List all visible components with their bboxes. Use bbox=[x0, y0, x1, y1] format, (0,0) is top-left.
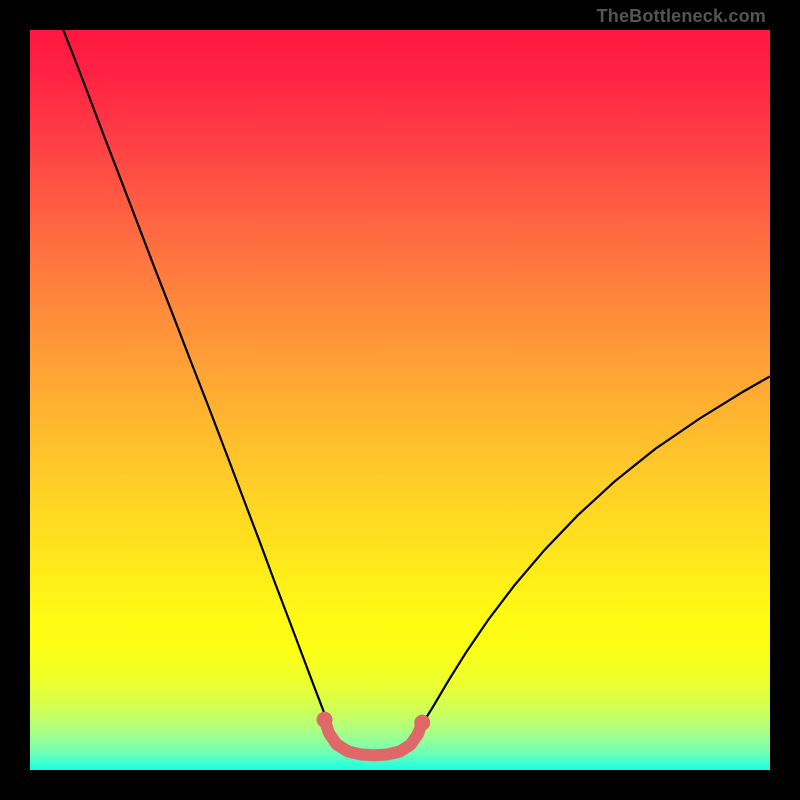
watermark-text: TheBottleneck.com bbox=[597, 6, 766, 27]
plot-area bbox=[30, 30, 770, 770]
gradient-background bbox=[30, 30, 770, 770]
chart-frame: TheBottleneck.com bbox=[0, 0, 800, 800]
plot-svg bbox=[30, 30, 770, 770]
bracket-end-dot-right bbox=[414, 715, 430, 731]
bracket-end-dot-left bbox=[317, 712, 333, 728]
